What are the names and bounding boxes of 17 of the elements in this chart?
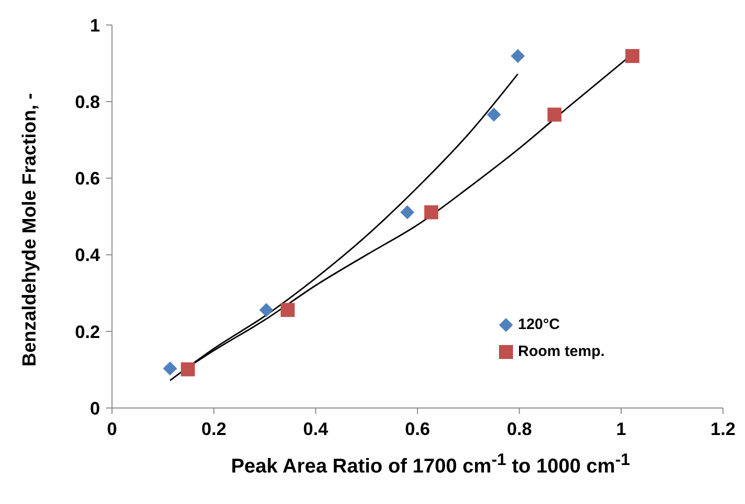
x-tick-label: 1.2 [710, 418, 736, 439]
y-tick-label: 1 [90, 15, 100, 36]
y-tick-label: 0.8 [74, 92, 100, 112]
y-tick-label: 0.4 [74, 245, 100, 266]
x-tick-label: 1 [616, 418, 626, 439]
x-tick-label: 0 [106, 418, 118, 439]
y-tick-label: 0.6 [74, 168, 100, 189]
x-tick-label: 0.8 [506, 418, 532, 439]
legend-label: Room temp. [518, 343, 605, 360]
x-tick-label: 0.6 [404, 418, 430, 439]
y-axis-title: Benzaldehyde Mole Fraction, - [20, 93, 41, 366]
y-tick-label: 0.2 [74, 322, 100, 342]
y-tick-label: 0 [90, 398, 100, 418]
x-tick-label: 0.4 [303, 418, 328, 439]
legend-label: 120°C [518, 316, 560, 333]
x-tick-label: 0.2 [201, 418, 226, 439]
x-axis-title: Peak Area Ratio of 1700 cm$^{-1}$ to 1000 cm$^{-1}$ [230, 450, 632, 479]
